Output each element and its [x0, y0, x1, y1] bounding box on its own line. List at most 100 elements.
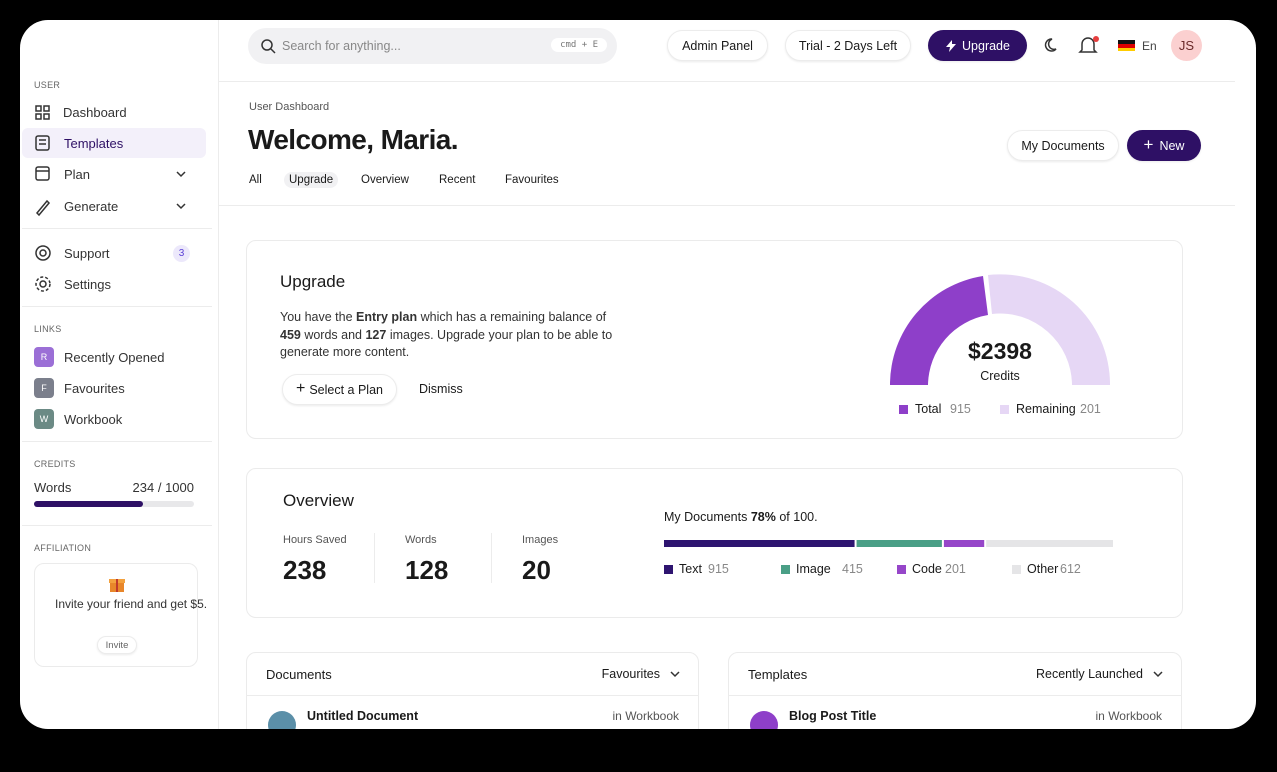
- link-icon: W: [34, 409, 54, 429]
- stat-value: 128: [405, 555, 449, 585]
- nav-item[interactable]: Favourites: [64, 381, 125, 396]
- breadcrumb: User Dashboard: [249, 101, 330, 113]
- nav-item[interactable]: Workbook: [64, 412, 123, 427]
- trial-button[interactable]: Trial - 2 Days Left: [785, 30, 911, 61]
- legend-swatch: [1000, 405, 1009, 414]
- list-title: Documents: [266, 667, 332, 682]
- section-heading: AFFILIATION: [34, 543, 92, 553]
- section-heading: USER: [34, 80, 61, 90]
- nav-icons: [35, 245, 51, 292]
- text: words and: [300, 327, 366, 342]
- tab[interactable]: Recent: [439, 174, 476, 186]
- text: images. Upgrade your plan to be able to …: [280, 327, 613, 360]
- text-bold: 459: [280, 327, 301, 342]
- stat-label: Hours Saved: [283, 534, 347, 546]
- section-heading: CREDITS: [34, 459, 76, 469]
- invite-text: Invite your friend and get $5.: [55, 597, 208, 611]
- gauge-arc: [889, 276, 988, 385]
- admin-button[interactable]: Admin Panel: [667, 30, 768, 61]
- credits-value: 234 / 1000: [132, 480, 194, 495]
- tab[interactable]: Favourites: [505, 174, 559, 186]
- upgrade-label: Upgrade: [962, 38, 1010, 53]
- tab[interactable]: Overview: [361, 174, 409, 186]
- stat-value: 20: [522, 555, 551, 585]
- gift-icon: [109, 579, 125, 592]
- nav-item[interactable]: Templates: [64, 136, 124, 151]
- card-title: Upgrade: [280, 272, 346, 291]
- stat-divider: [491, 533, 492, 583]
- legend-value: 201: [945, 562, 966, 576]
- language[interactable]: En: [1142, 39, 1157, 53]
- link-icon: F: [34, 378, 54, 398]
- legend-name: Text: [679, 562, 702, 576]
- row-location: in Workbook: [612, 709, 679, 723]
- tab[interactable]: All: [249, 174, 262, 186]
- chevron-path: [670, 671, 680, 678]
- my-documents-button[interactable]: My Documents: [1007, 130, 1119, 161]
- bar-segment: [856, 540, 942, 547]
- search-box[interactable]: Search for anything... cmd + E: [248, 28, 617, 64]
- tab[interactable]: Upgrade: [284, 172, 339, 188]
- legend-swatch: [664, 565, 673, 574]
- app-window: USER Dashboard Templates Plan Generate S…: [20, 20, 1256, 729]
- header-border: [219, 205, 1235, 206]
- stat-label: Images: [522, 534, 559, 546]
- nav-item[interactable]: Dashboard: [63, 105, 127, 120]
- legend-swatch: [899, 405, 908, 414]
- text: You have the: [280, 310, 356, 324]
- text-bold: 78%: [750, 510, 776, 524]
- legend-swatch: [781, 565, 790, 574]
- stat-divider: [374, 533, 375, 583]
- gauge-arc: [988, 274, 1111, 385]
- nav-item[interactable]: Recently Opened: [64, 350, 165, 365]
- list-filter[interactable]: Favourites: [601, 667, 660, 681]
- search-placeholder: Search for anything...: [282, 39, 401, 53]
- docs-text: My Documents 78% of 100.: [664, 510, 818, 524]
- invite-card: Invite your friend and get $5. Invite: [34, 563, 208, 667]
- invite-button[interactable]: Invite: [97, 636, 137, 654]
- legend-swatch: [1012, 565, 1021, 574]
- row-avatar: [268, 711, 296, 729]
- text-bold: Entry plan: [356, 310, 418, 324]
- new-button[interactable]: + New: [1127, 130, 1201, 161]
- link-icon: R: [34, 347, 54, 367]
- bar-segment: [943, 540, 985, 547]
- bar-segment: [664, 540, 855, 547]
- row-name[interactable]: Blog Post Title: [789, 709, 877, 723]
- page: USER Dashboard Templates Plan Generate S…: [20, 20, 1256, 729]
- nav-item[interactable]: Settings: [64, 277, 111, 292]
- header-icons[interactable]: [1042, 36, 1102, 56]
- stat-value: 238: [283, 555, 327, 585]
- sidebar-border: [218, 20, 219, 729]
- avatar[interactable]: JS: [1171, 30, 1202, 61]
- legend-name: Remaining: [1016, 402, 1076, 416]
- row-location: in Workbook: [1095, 709, 1162, 723]
- gauge-label: Credits: [980, 369, 1020, 383]
- text: which has a remaining balance of: [417, 310, 607, 324]
- dismiss-button[interactable]: Dismiss: [419, 382, 463, 396]
- row-name[interactable]: Untitled Document: [307, 709, 419, 723]
- legend-name: Image: [796, 562, 831, 576]
- plus-icon: +: [295, 379, 306, 397]
- list-filter[interactable]: Recently Launched: [1035, 667, 1143, 681]
- nav-item[interactable]: Support: [64, 246, 110, 261]
- legend-value: 201: [1080, 402, 1101, 416]
- active-highlight: [22, 128, 206, 158]
- legend-value: 612: [1060, 562, 1081, 576]
- text: My Documents: [664, 510, 751, 524]
- bar-segment: [986, 540, 1113, 547]
- nav-item[interactable]: Generate: [64, 199, 119, 214]
- divider: [22, 441, 212, 442]
- legend-name: Code: [912, 562, 942, 576]
- bolt-icon: [946, 39, 957, 52]
- upgrade-button[interactable]: Upgrade: [928, 30, 1027, 61]
- divider: [22, 306, 212, 307]
- shortcut: cmd + E: [551, 38, 607, 52]
- page-title: Welcome, Maria.: [248, 124, 459, 155]
- credits-label: Words: [34, 480, 72, 495]
- chevrons: [176, 171, 186, 210]
- select-plan-button[interactable]: + Select a Plan: [282, 374, 397, 405]
- nav-item[interactable]: Plan: [64, 167, 91, 182]
- gauge: [889, 274, 1111, 385]
- text: of 100.: [775, 510, 818, 524]
